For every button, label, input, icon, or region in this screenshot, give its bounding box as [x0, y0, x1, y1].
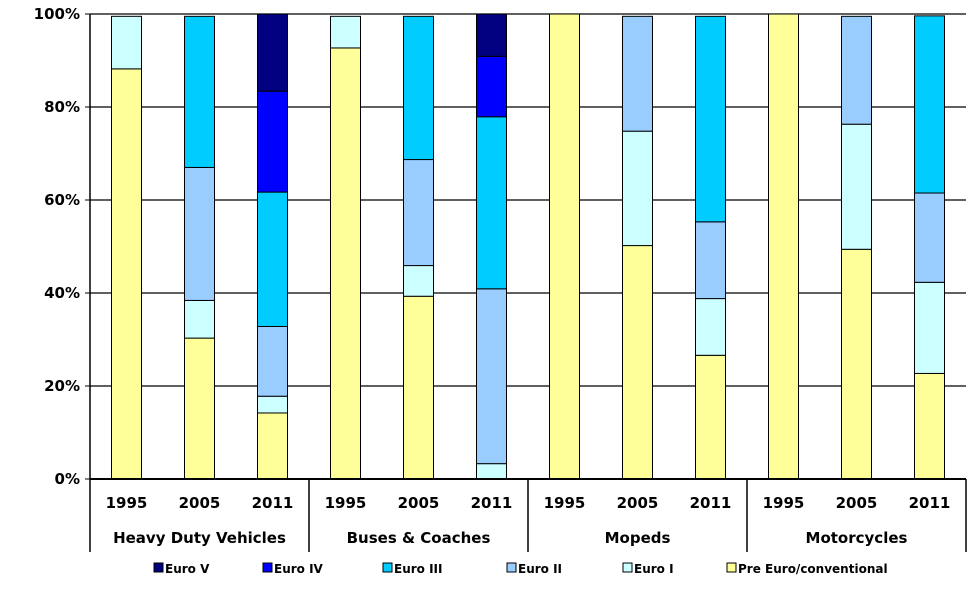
bar-segment-euro-i	[476, 463, 507, 480]
bar-segment-euro-ii	[695, 221, 726, 300]
bar-segment-pre-euro-conventional	[695, 354, 726, 480]
legend-label: Pre Euro/conventional	[738, 562, 888, 576]
x-tick-label: 2011	[471, 494, 513, 512]
bar-segment-pre-euro-conventional	[768, 13, 799, 480]
bars	[111, 13, 945, 480]
y-tick-label: 40%	[44, 284, 80, 302]
bar-segment-pre-euro-conventional	[111, 68, 142, 480]
x-tick-label: 1995	[106, 494, 148, 512]
legend-swatch	[262, 562, 273, 573]
bar-segment-pre-euro-conventional	[257, 412, 288, 480]
bar-segment-euro-iii	[695, 15, 726, 223]
bar-segment-euro-ii	[476, 288, 507, 465]
bar-segment-euro-v	[476, 13, 507, 57]
gridlines	[90, 13, 966, 480]
bar-segment-euro-iii	[476, 116, 507, 290]
x-tick-label: 2005	[617, 494, 659, 512]
bar-segment-euro-iv	[257, 90, 288, 193]
bar-segment-pre-euro-conventional	[330, 47, 361, 480]
legend-label: Euro I	[634, 562, 674, 576]
legend-label: Euro V	[165, 562, 210, 576]
x-tick-label: 2011	[252, 494, 294, 512]
x-tick-label: 1995	[325, 494, 367, 512]
x-tick-label: 2005	[836, 494, 878, 512]
legend-swatch	[506, 562, 517, 573]
bar-segment-euro-iv	[476, 55, 507, 118]
bar-segment-pre-euro-conventional	[914, 372, 945, 480]
bar-segment-pre-euro-conventional	[622, 245, 653, 480]
bar-segment-pre-euro-conventional	[549, 13, 580, 480]
group-label: Mopeds	[605, 529, 671, 547]
x-tick-label: 2011	[690, 494, 732, 512]
bar-segment-euro-iii	[257, 191, 288, 327]
bar-segment-euro-i	[257, 395, 288, 414]
y-tick-label: 80%	[44, 98, 80, 116]
bar-segment-pre-euro-conventional	[403, 295, 434, 480]
bar-segment-euro-i	[184, 299, 215, 339]
x-tick-label: 1995	[763, 494, 805, 512]
legend-swatch	[382, 562, 393, 573]
bar-segment-euro-iii	[184, 15, 215, 168]
legend-label: Euro II	[518, 562, 562, 576]
legend-swatch	[153, 562, 164, 573]
group-label: Motorcycles	[806, 529, 908, 547]
x-tick-label: 2011	[909, 494, 951, 512]
bar-segment-euro-ii	[403, 159, 434, 267]
bar-segment-euro-ii	[841, 15, 872, 125]
bar-segment-euro-iii	[914, 15, 945, 194]
axes	[85, 13, 967, 552]
x-tick-label: 2005	[398, 494, 440, 512]
bar-segment-euro-ii	[184, 166, 215, 301]
legend-label: Euro III	[394, 562, 442, 576]
bar-segment-euro-i	[841, 123, 872, 250]
bar-segment-euro-i	[330, 15, 361, 49]
bar-segment-euro-ii	[257, 325, 288, 397]
legend-label: Euro IV	[274, 562, 324, 576]
bar-segment-euro-i	[111, 15, 142, 70]
bar-segment-euro-v	[257, 13, 288, 92]
bar-segment-euro-iii	[403, 15, 434, 161]
y-tick-label: 60%	[44, 191, 80, 209]
legend-swatch	[622, 562, 633, 573]
group-label: Heavy Duty Vehicles	[113, 529, 286, 547]
x-tick-label: 2005	[179, 494, 221, 512]
bar-segment-euro-i	[403, 265, 434, 297]
y-tick-label: 0%	[55, 470, 80, 488]
bar-segment-euro-ii	[914, 192, 945, 283]
y-tick-label: 100%	[34, 5, 80, 23]
legend: Euro V Euro IV Euro III Euro II Euro I Pre Eu…	[153, 562, 888, 576]
legend-swatch	[726, 562, 737, 573]
bar-segment-pre-euro-conventional	[184, 337, 215, 480]
x-tick-label: 1995	[544, 494, 586, 512]
y-tick-label: 20%	[44, 377, 80, 395]
bar-segment-euro-i	[914, 281, 945, 374]
bar-segment-euro-ii	[622, 15, 653, 132]
bar-segment-euro-i	[622, 130, 653, 247]
group-label: Buses & Coaches	[347, 529, 491, 547]
bar-segment-euro-i	[695, 298, 726, 356]
bar-segment-pre-euro-conventional	[841, 248, 872, 480]
axis-labels: 0% 20% 40% 60% 80% 100% 1995 2005 2011 Heavy Duty…	[34, 5, 951, 547]
